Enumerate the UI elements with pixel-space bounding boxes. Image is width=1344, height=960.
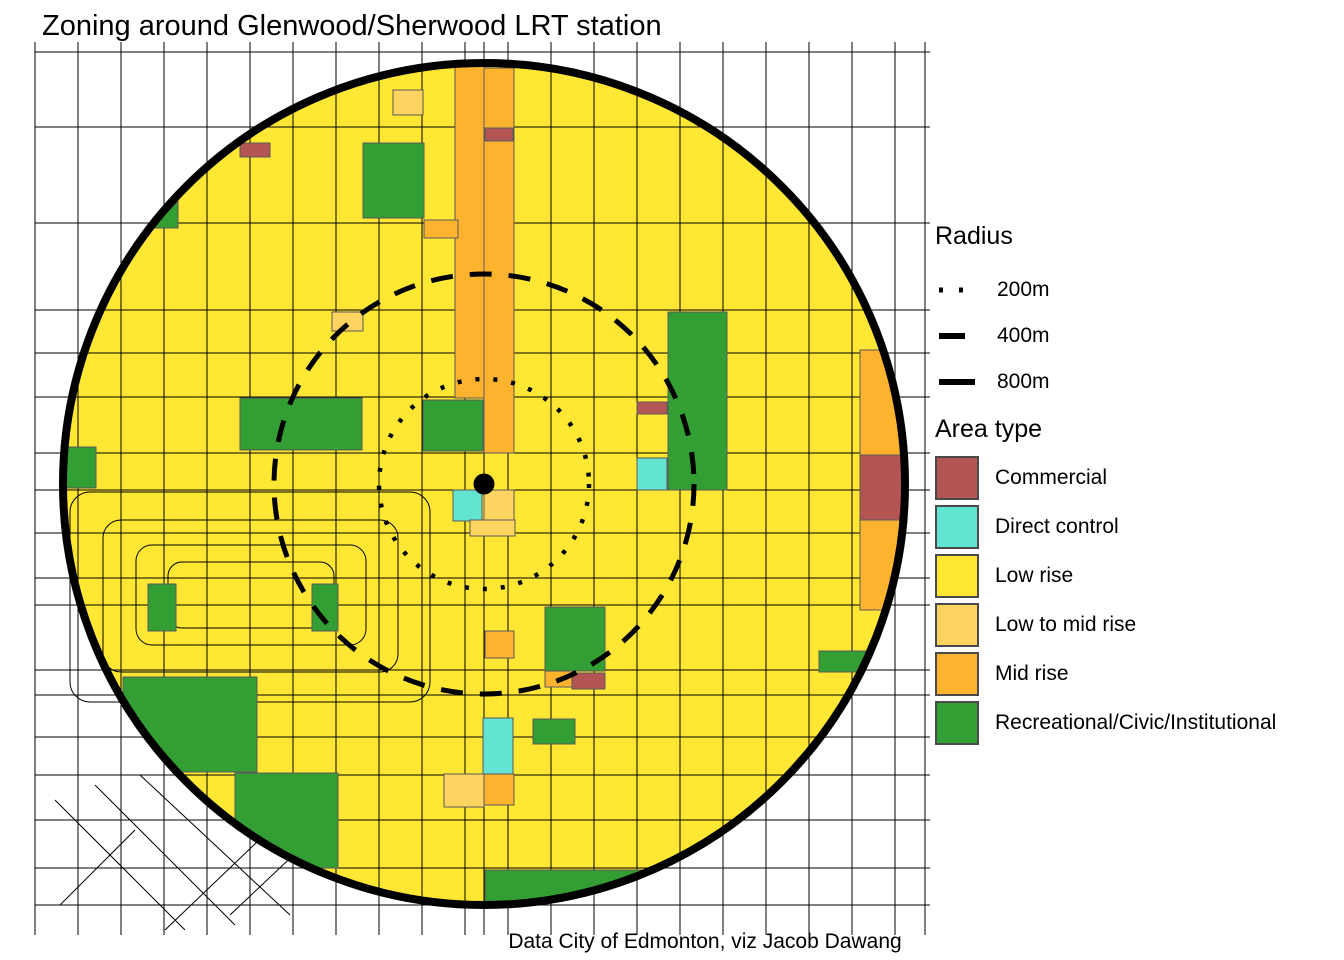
area-type-item-mid-rise: Mid rise <box>935 652 1335 696</box>
commercial-zone <box>859 454 905 521</box>
radius-legend-item-400m: 400m <box>935 321 1335 351</box>
area-type-label: Direct control <box>995 515 1119 538</box>
commercial-zone <box>636 401 668 415</box>
recreational-swatch <box>935 701 979 745</box>
zoning-map <box>34 42 930 935</box>
rec-zone <box>63 446 97 489</box>
area-type-legend: Area type Commercial Direct control Low … <box>935 415 1335 745</box>
direct-zone <box>452 489 483 522</box>
radius-label: 200m <box>997 278 1050 301</box>
data-credit-caption: Data City of Edmonton, viz Jacob Dawang <box>508 930 902 953</box>
radius-legend-item-200m: 200m <box>935 275 1335 305</box>
lowmid-zone <box>331 311 364 332</box>
commercial-swatch <box>935 456 979 500</box>
direct-control-swatch <box>935 505 979 549</box>
radius-ring-400m <box>271 271 697 697</box>
dotted-line-icon <box>939 287 979 293</box>
dashed-line-icon <box>939 333 979 339</box>
rec-zone <box>422 399 484 452</box>
rec-zone <box>147 583 177 632</box>
rec-zone <box>532 718 576 745</box>
rec-zone <box>362 142 425 219</box>
mid-zone <box>484 630 515 659</box>
mid-zone <box>423 219 459 239</box>
area-type-label: Recreational/Civic/Institutional <box>995 711 1277 734</box>
area-type-label: Low rise <box>995 564 1074 587</box>
radius-label: 400m <box>997 324 1050 347</box>
zoning-map-svg <box>34 42 930 935</box>
rec-zone <box>239 397 363 451</box>
mid-zone <box>482 773 515 806</box>
low-to-mid-rise-swatch <box>935 603 979 647</box>
commercial-zone <box>484 127 514 142</box>
radius-legend-item-800m: 800m <box>935 367 1335 397</box>
mid-zone <box>483 67 515 454</box>
commercial-zone <box>239 142 271 158</box>
radius-legend-title: Radius <box>935 222 1013 250</box>
radius-legend: Radius 200m 400m 800m <box>935 222 1335 397</box>
solid-line-icon <box>939 379 975 385</box>
mid-zone <box>454 63 486 399</box>
radius-label: 800m <box>997 370 1050 393</box>
rec-zone <box>667 311 728 491</box>
area-type-label: Commercial <box>995 466 1108 489</box>
area-type-item-low-to-mid-rise: Low to mid rise <box>935 603 1335 647</box>
radius-ring-200m <box>376 376 592 592</box>
legend: Radius 200m 400m 800m Area typ <box>935 222 1335 750</box>
direct-zone <box>482 717 514 775</box>
lrt-station-dot <box>473 473 495 495</box>
area-type-legend-title: Area type <box>935 415 1043 443</box>
direct-zone <box>636 457 668 491</box>
area-type-label: Low to mid rise <box>995 613 1137 636</box>
area-type-item-recreational: Recreational/Civic/Institutional <box>935 701 1335 745</box>
lowmid-zone <box>483 489 515 521</box>
area-type-item-direct-control: Direct control <box>935 505 1335 549</box>
area-type-label: Mid rise <box>995 662 1069 685</box>
low-rise-swatch <box>935 554 979 598</box>
mid-rise-swatch <box>935 652 979 696</box>
lowmid-zone <box>443 773 485 808</box>
lowmid-zone <box>469 519 516 537</box>
page-title: Zoning around Glenwood/Sherwood LRT stat… <box>42 10 662 42</box>
area-type-item-low-rise: Low rise <box>935 554 1335 598</box>
radius-ring-800m <box>59 59 909 909</box>
area-type-item-commercial: Commercial <box>935 456 1335 500</box>
commercial-zone <box>571 672 606 690</box>
lowmid-zone <box>392 89 424 116</box>
